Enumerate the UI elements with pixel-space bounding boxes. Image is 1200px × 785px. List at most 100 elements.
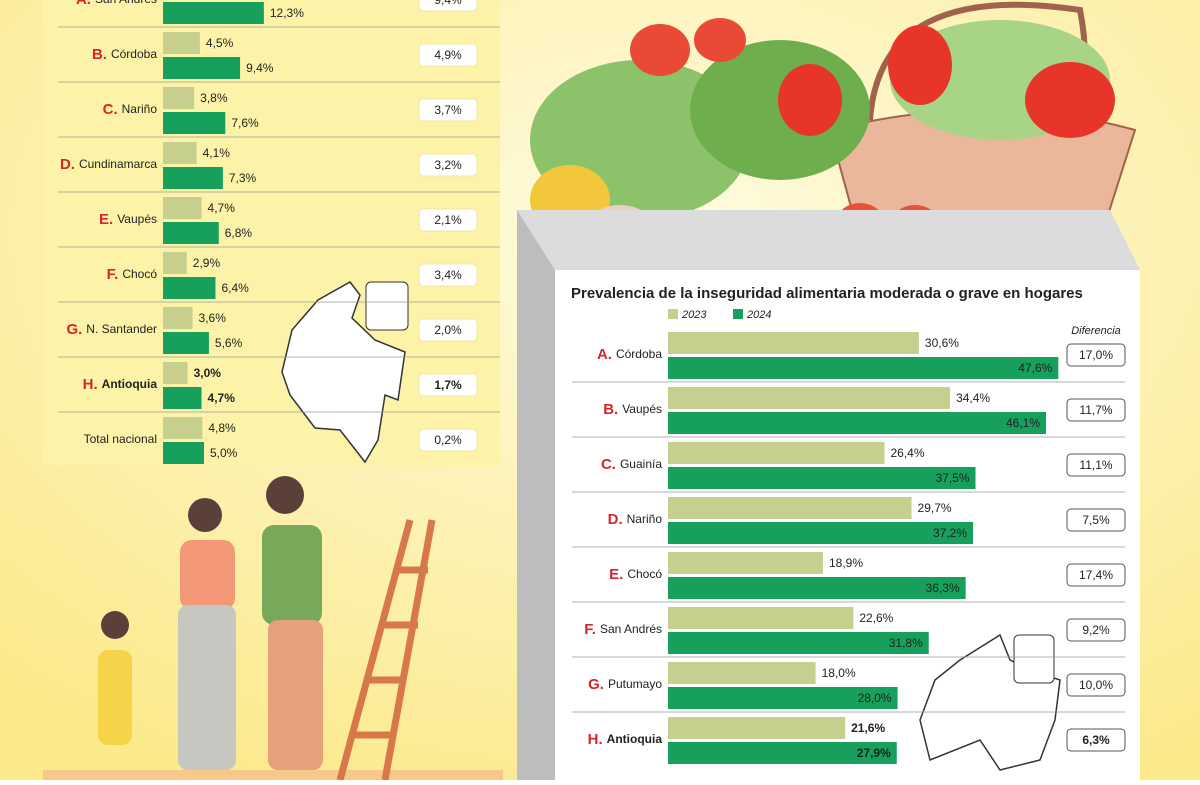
category-label: C. Nariño [103, 101, 158, 118]
difference-box [1066, 453, 1126, 477]
value-label: 36,3% [926, 581, 960, 595]
map-inset [1013, 634, 1055, 684]
difference-label: 3,7% [434, 103, 462, 117]
bar [668, 522, 974, 544]
category-name: Chocó [122, 267, 157, 281]
category-letter: G. [588, 676, 604, 693]
category-name: Nariño [627, 512, 663, 526]
map-inset [365, 281, 409, 331]
category-name: San Andrés [600, 622, 662, 636]
value-label: 4,7% [208, 201, 236, 215]
value-label: 2,9% [193, 256, 221, 270]
bar [163, 442, 204, 464]
difference-box [1066, 563, 1126, 587]
category-letter: E. [99, 211, 113, 228]
difference-box [1066, 508, 1126, 532]
bar [668, 412, 1047, 434]
category-name: Nariño [122, 102, 158, 116]
difference-title: Diferencia [1071, 325, 1121, 337]
bar [163, 362, 188, 384]
difference-label: 10,0% [1079, 678, 1113, 692]
panel-side [517, 210, 555, 780]
value-label: 27,9% [857, 746, 891, 760]
category-letter: G. [66, 321, 82, 338]
bar [668, 387, 951, 409]
value-label: 3,6% [199, 311, 227, 325]
difference-label: 17,4% [1079, 568, 1113, 582]
difference-label: 9,2% [1082, 623, 1110, 637]
bar [163, 222, 219, 244]
category-label: B. Córdoba [92, 46, 157, 63]
bar [163, 332, 209, 354]
value-label: 3,8% [200, 91, 228, 105]
bar [668, 632, 929, 654]
bar [668, 442, 885, 464]
bar [163, 307, 193, 329]
value-label: 47,6% [1018, 361, 1052, 375]
bar [163, 167, 223, 189]
difference-label: 6,3% [1082, 733, 1110, 747]
difference-label: 2,1% [434, 213, 462, 227]
value-label: 46,1% [1006, 416, 1040, 430]
bar [668, 742, 897, 764]
bar [163, 2, 264, 24]
value-label: 5,6% [215, 336, 243, 350]
value-label: 4,8% [208, 421, 236, 435]
difference-box [418, 98, 478, 122]
difference-box [418, 318, 478, 342]
difference-box [418, 153, 478, 177]
category-label: G. N. Santander [66, 321, 157, 338]
category-letter: E. [609, 566, 623, 583]
difference-label: 7,5% [1082, 513, 1110, 527]
difference-label: 0,2% [434, 433, 462, 447]
bar [163, 197, 202, 219]
category-label: A. Córdoba [597, 346, 662, 363]
category-label: Total nacional [84, 432, 157, 446]
difference-box [1066, 673, 1126, 697]
value-label: 22,6% [859, 611, 893, 625]
category-name: Cundinamarca [79, 157, 157, 171]
bar [163, 142, 197, 164]
category-letter: C. [601, 456, 616, 473]
value-label: 34,4% [956, 391, 990, 405]
bar [668, 467, 976, 489]
value-label: 28,0% [858, 691, 892, 705]
bar [668, 357, 1059, 379]
category-name: San Andrés [95, 0, 157, 6]
value-label: 7,6% [231, 116, 259, 130]
bar [668, 577, 966, 599]
category-name: Total nacional [84, 432, 157, 446]
family-illustration [98, 476, 436, 781]
bar [163, 112, 226, 134]
value-label: 12,3% [270, 6, 304, 20]
bar [668, 332, 919, 354]
category-label: E. Chocó [609, 566, 662, 583]
category-letter: A. [76, 0, 91, 8]
category-name: Antioquia [607, 732, 663, 746]
legend-label: 2023 [681, 309, 707, 321]
basket-illustration [530, 1, 1137, 260]
value-label: 5,0% [210, 446, 238, 460]
value-label: 30,6% [925, 336, 959, 350]
value-label: 9,4% [246, 61, 274, 75]
category-letter: B. [603, 401, 618, 418]
category-letter: B. [92, 46, 107, 63]
category-label: F. Chocó [107, 266, 158, 283]
category-letter: C. [103, 101, 118, 118]
difference-box [418, 263, 478, 287]
category-label: A. San Andrés [76, 0, 157, 8]
bar [163, 387, 202, 409]
bar [163, 252, 187, 274]
category-letter: H. [83, 376, 98, 393]
value-label: 18,9% [829, 556, 863, 570]
value-label: 21,6% [851, 721, 885, 735]
category-name: Vaupés [622, 402, 662, 416]
category-label: E. Vaupés [99, 211, 157, 228]
difference-box [418, 373, 478, 397]
difference-label: 9,4% [434, 0, 462, 7]
category-letter: F. [584, 621, 596, 638]
difference-box [1066, 618, 1126, 642]
difference-box [418, 428, 478, 452]
difference-label: 2,0% [434, 323, 462, 337]
panel-top [517, 210, 1140, 270]
